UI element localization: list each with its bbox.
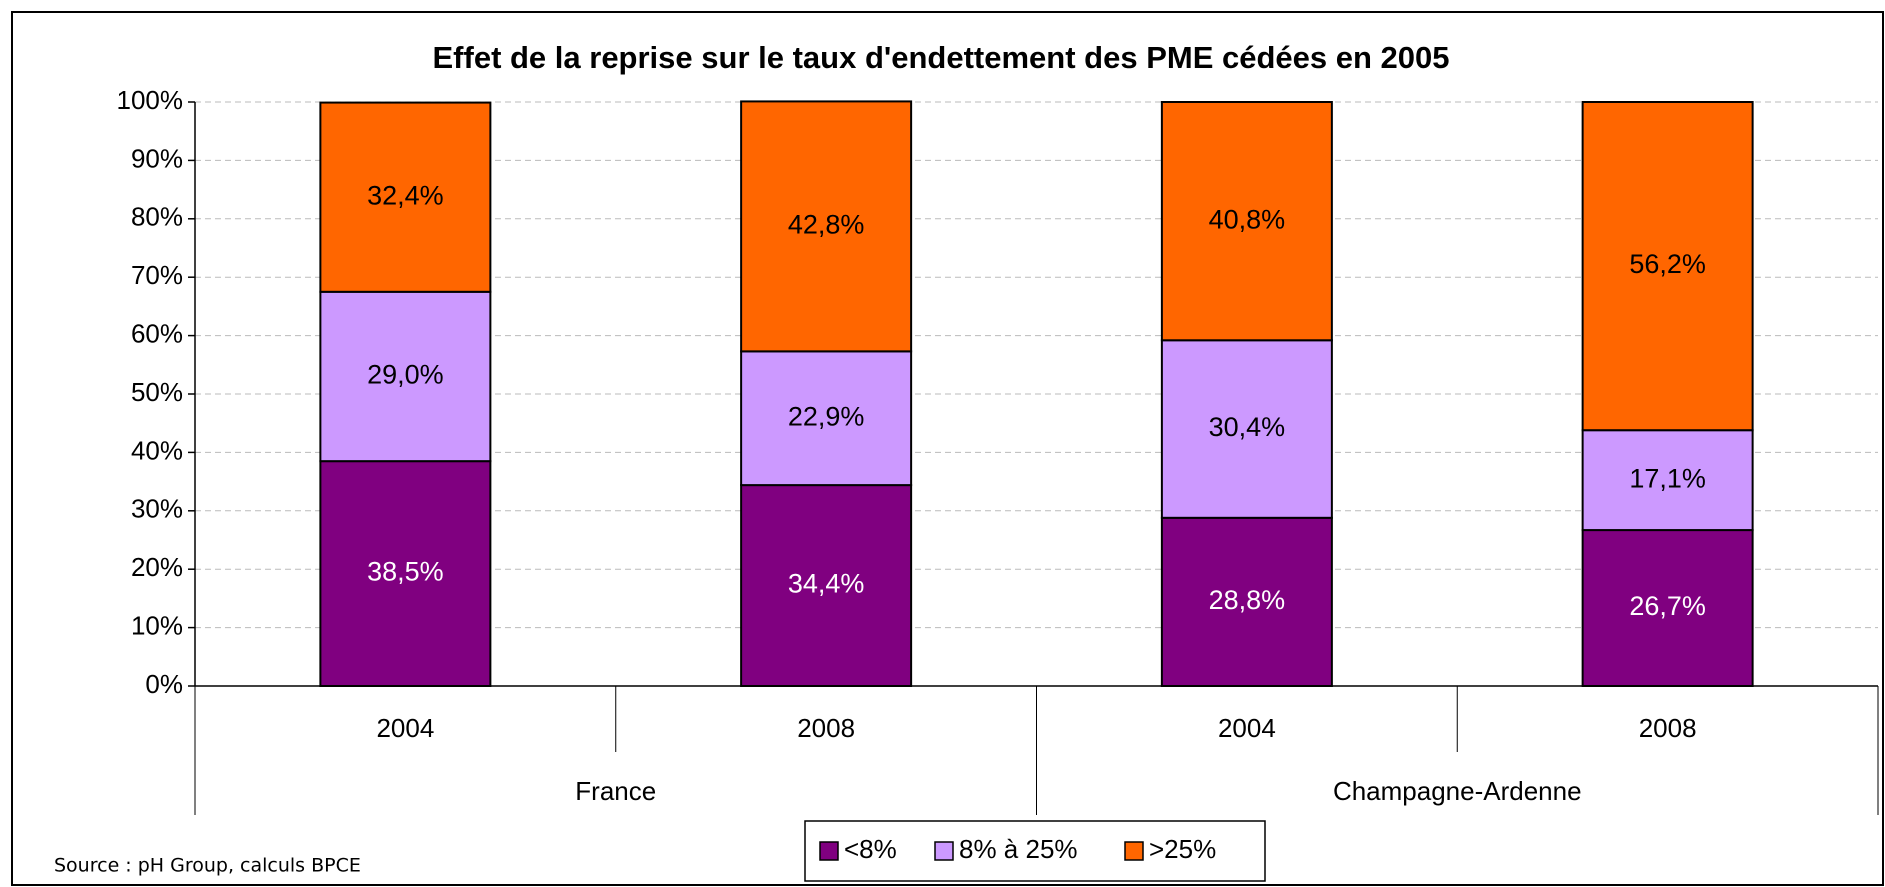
bar-segment [319,460,492,687]
y-tick-label: 20% [131,552,183,582]
bar-segment [1160,101,1333,342]
legend-box [804,820,1266,882]
x-tick-label: 2004 [376,713,434,743]
value-label: 28,8% [1209,585,1286,615]
legend-swatch [819,841,839,861]
y-tick-label: 0% [145,669,183,699]
y-tick-label: 80% [131,202,183,232]
y-tick-label: 40% [131,435,183,465]
source-note: Source : pH Group, calculs BPCE [54,855,361,877]
y-tick-label: 70% [131,260,183,290]
y-tick-label: 30% [131,494,183,524]
group-label: France [575,776,656,806]
value-label: 34,4% [788,569,865,599]
bar-segment [740,100,913,353]
chart-title: Effet de la reprise sur le taux d'endett… [433,40,1450,75]
value-label: 38,5% [367,557,444,587]
y-tick-label: 50% [131,377,183,407]
bar-segment [1160,339,1333,519]
x-tick-label: 2008 [1639,713,1697,743]
value-label: 30,4% [1209,412,1286,442]
x-tick-label: 2004 [1218,713,1276,743]
bar-segment [740,484,913,687]
value-label: 26,7% [1629,591,1706,621]
value-label: 22,9% [788,401,865,431]
legend-label: <8% [844,834,897,864]
value-label: 56,2% [1629,249,1706,279]
value-label: 42,8% [788,210,865,240]
y-tick-label: 90% [131,143,183,173]
y-tick-label: 60% [131,318,183,348]
y-tick-label: 100% [117,85,184,115]
bar-segment [1160,516,1333,687]
value-label: 17,1% [1629,463,1706,493]
value-label: 32,4% [367,180,444,210]
x-tick-label: 2008 [797,713,855,743]
bar-segment [1581,101,1754,432]
group-label: Champagne-Ardenne [1333,776,1582,806]
bar-segment [740,350,913,487]
value-label: 29,0% [367,360,444,390]
bar-segment [319,101,492,293]
y-tick-label: 10% [131,610,183,640]
bar-segment [319,290,492,463]
legend-swatch [1124,841,1144,861]
legend-label: 8% à 25% [959,834,1078,864]
legend-label: >25% [1149,834,1216,864]
value-label: 40,8% [1209,204,1286,234]
legend-swatch [934,841,954,861]
